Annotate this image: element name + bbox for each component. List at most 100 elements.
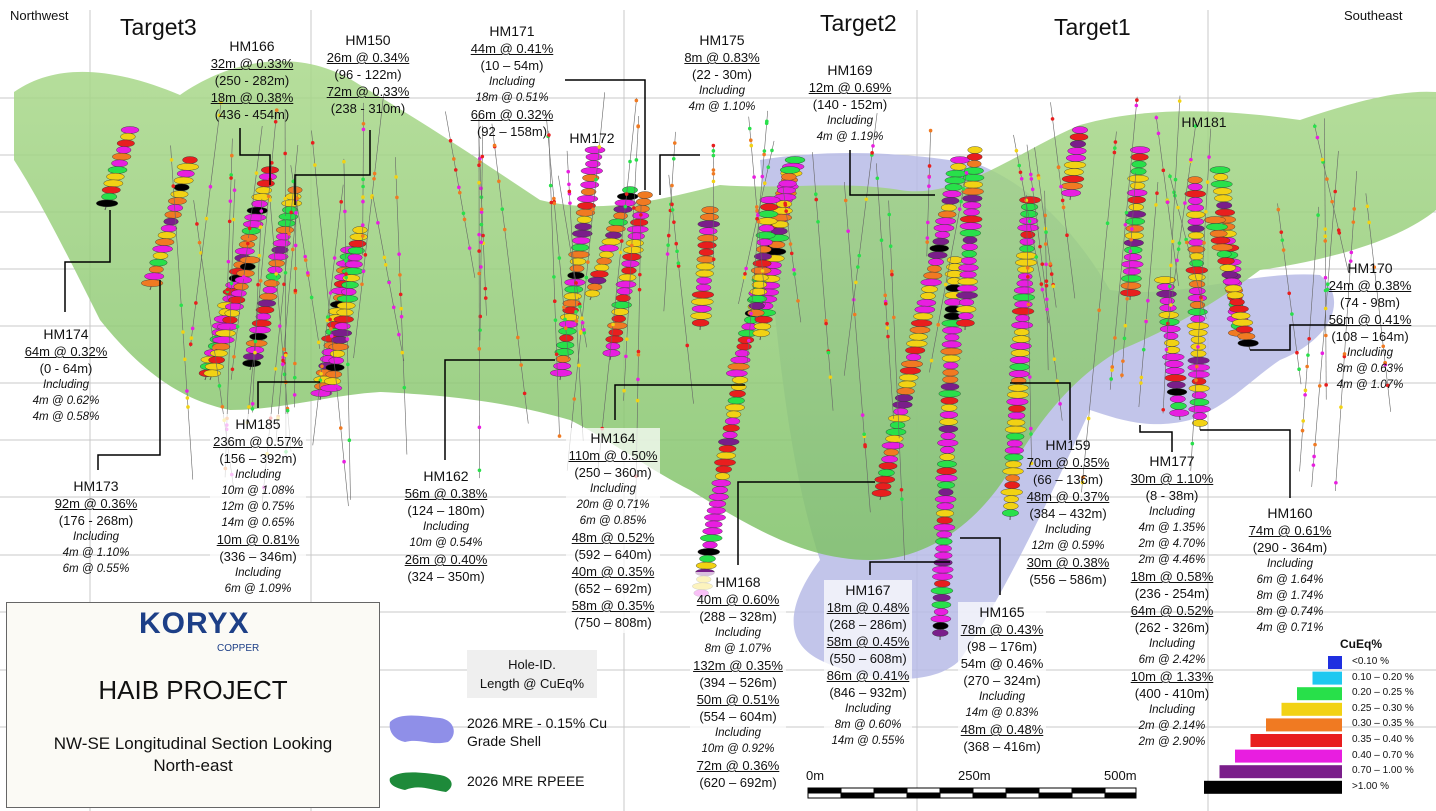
annotation-hm177: HM177 30m @ 1.10% (8 - 38m) Including 4m @ 1… (1131, 453, 1214, 750)
annotation-hm159: HM159 70m @ 0.35% (66 – 136m) 48m @ 0.37% (3… (1027, 437, 1110, 588)
leader-hm185 (257, 381, 320, 408)
intercept: 18m @ 0.38% (210, 90, 294, 105)
including-intercept: Including (1346, 347, 1394, 359)
including-intercept: 4m @ 0.71% (1256, 622, 1324, 634)
rpeee-swatch (389, 772, 452, 792)
title-box: KORYX COPPER HAIB PROJECT NW-SE Longitud… (6, 602, 380, 808)
interval: 54m @ 0.46% (960, 656, 1044, 671)
hole-id: HM162 (423, 468, 469, 484)
including-intercept: 4m @ 1.35% (1138, 522, 1206, 534)
hole-id: HM170 (1347, 260, 1393, 276)
including-intercept: Including (234, 469, 282, 481)
interval: (846 – 932m) (829, 685, 907, 700)
including-intercept: Including (826, 115, 874, 127)
including-intercept: Including (1044, 524, 1092, 536)
cueq-legend-title: CuEq% (1340, 637, 1382, 651)
intercept: 48m @ 0.37% (1026, 489, 1110, 504)
including-intercept: 8m @ 0.60% (834, 719, 902, 731)
interval: (290 - 364m) (1252, 540, 1328, 555)
including-intercept: 4m @ 1.10% (62, 547, 130, 559)
intercept: 78m @ 0.43% (960, 622, 1044, 637)
interval: (554 – 604m) (699, 709, 777, 724)
hole-id: HM167 (845, 582, 891, 598)
annotation-hm171: HM171 44m @ 0.41% (10 – 54m) Including 18m @… (471, 23, 554, 140)
intercept: 92m @ 0.36% (54, 496, 138, 511)
including-intercept: Including (72, 531, 120, 543)
annotation-hm172: HM172 (569, 130, 614, 147)
interval: (750 – 808m) (574, 615, 652, 630)
intercept: 110m @ 0.50% (568, 448, 658, 463)
interval: (238 - 310m) (330, 101, 406, 116)
including-intercept: 14m @ 0.55% (831, 735, 905, 747)
scale-seg (972, 792, 1007, 799)
intercept: 72m @ 0.33% (326, 84, 410, 99)
hole-id-key: Hole-ID. Length @ CuEq% (467, 650, 597, 698)
intercept: 64m @ 0.32% (24, 344, 108, 359)
drillholes (96, 92, 1391, 641)
intercept: 18m @ 0.58% (1130, 569, 1214, 584)
intercept: 66m @ 0.32% (470, 107, 554, 122)
hole-id: HM159 (1045, 437, 1091, 453)
cueq-bar (1328, 656, 1342, 669)
interval: (10 – 54m) (480, 58, 544, 73)
intercept: 40m @ 0.60% (696, 592, 780, 607)
cueq-class-label: <0.10 % (1352, 656, 1389, 667)
including-intercept: Including (714, 727, 762, 739)
including-intercept: 10m @ 0.54% (409, 537, 483, 549)
intercept: 56m @ 0.38% (404, 486, 488, 501)
intercept: 58m @ 0.35% (571, 598, 655, 613)
cueq-class-label: >1.00 % (1352, 780, 1389, 792)
interval: (22 - 30m) (692, 67, 752, 82)
intercept: 132m @ 0.35% (693, 658, 783, 673)
annotation-hm150: HM150 26m @ 0.34% (96 - 122m) 72m @ 0.33% (2… (327, 32, 410, 117)
scale-label-500: 500m (1104, 768, 1137, 783)
including-intercept: Including (422, 521, 470, 533)
interval: (400 - 410m) (1134, 686, 1210, 701)
hole-id: HM171 (489, 23, 535, 39)
leader-hm177 (1139, 425, 1173, 452)
leader-hm168 (737, 481, 875, 565)
including-intercept: Including (234, 567, 282, 579)
including-intercept: 6m @ 1.64% (1256, 574, 1324, 586)
including-intercept: 12m @ 0.59% (1031, 540, 1105, 552)
hole-id: HM165 (979, 604, 1025, 620)
hole-id: HM166 (229, 38, 275, 54)
annotation-hm165: HM165 78m @ 0.43% (98 – 176m) 54m @ 0.46% (2… (957, 602, 1047, 757)
cueq-class-label: 0.30 – 0.35 % (1352, 718, 1414, 730)
including-intercept: 8m @ 0.63% (1336, 363, 1404, 375)
including-intercept: Including (488, 76, 536, 88)
scale-seg (1071, 787, 1106, 794)
cueq-bar (1235, 749, 1342, 763)
scale-bar (807, 787, 1137, 799)
interval: (98 – 176m) (966, 639, 1038, 654)
cueq-class-label: 0.20 – 0.25 % (1352, 687, 1414, 699)
intercept: 12m @ 0.69% (808, 80, 892, 95)
including-intercept: 8m @ 1.07% (704, 643, 772, 655)
target1-label: Target1 (1054, 14, 1131, 40)
including-intercept: 20m @ 0.71% (576, 499, 650, 511)
including-intercept: 4m @ 0.62% (32, 395, 100, 407)
cueq-class-label: 0.10 – 0.20 % (1352, 671, 1414, 683)
intercept: 56m @ 0.41% (1328, 312, 1412, 327)
including-intercept: 4m @ 1.10% (688, 101, 756, 113)
intercept: 30m @ 1.10% (1130, 471, 1214, 486)
key-hole-id: Hole-ID. (508, 657, 556, 672)
cueq-bar (1266, 718, 1342, 732)
cueq-class-label: 0.40 – 0.70 % (1352, 749, 1414, 761)
leader-hm170 (1250, 324, 1345, 351)
intercept: 40m @ 0.35% (571, 564, 655, 579)
intercept: 74m @ 0.61% (1248, 523, 1332, 538)
interval: (436 - 454m) (214, 107, 290, 122)
cueq-class-label: 0.35 – 0.40 % (1352, 734, 1414, 745)
annotation-hm173: HM173 92m @ 0.36% (176 - 268m) Including 4m … (55, 478, 138, 577)
intercept: 50m @ 0.51% (696, 692, 780, 707)
cueq-bar (1312, 671, 1342, 685)
hole-id: HM173 (73, 478, 119, 494)
annotation-hm174: HM174 64m @ 0.32% (0 - 64m) Including 4m @ 0… (25, 326, 108, 425)
intercept: 18m @ 0.48% (826, 600, 910, 615)
including-intercept: Including (1148, 506, 1196, 518)
annotation-hm166: HM166 32m @ 0.33% (250 - 282m) 18m @ 0.38% (… (211, 38, 294, 123)
including-intercept: 8m @ 1.74% (1256, 590, 1324, 602)
including-intercept: 6m @ 2.42% (1138, 654, 1206, 666)
interval: (250 - 282m) (214, 73, 290, 88)
